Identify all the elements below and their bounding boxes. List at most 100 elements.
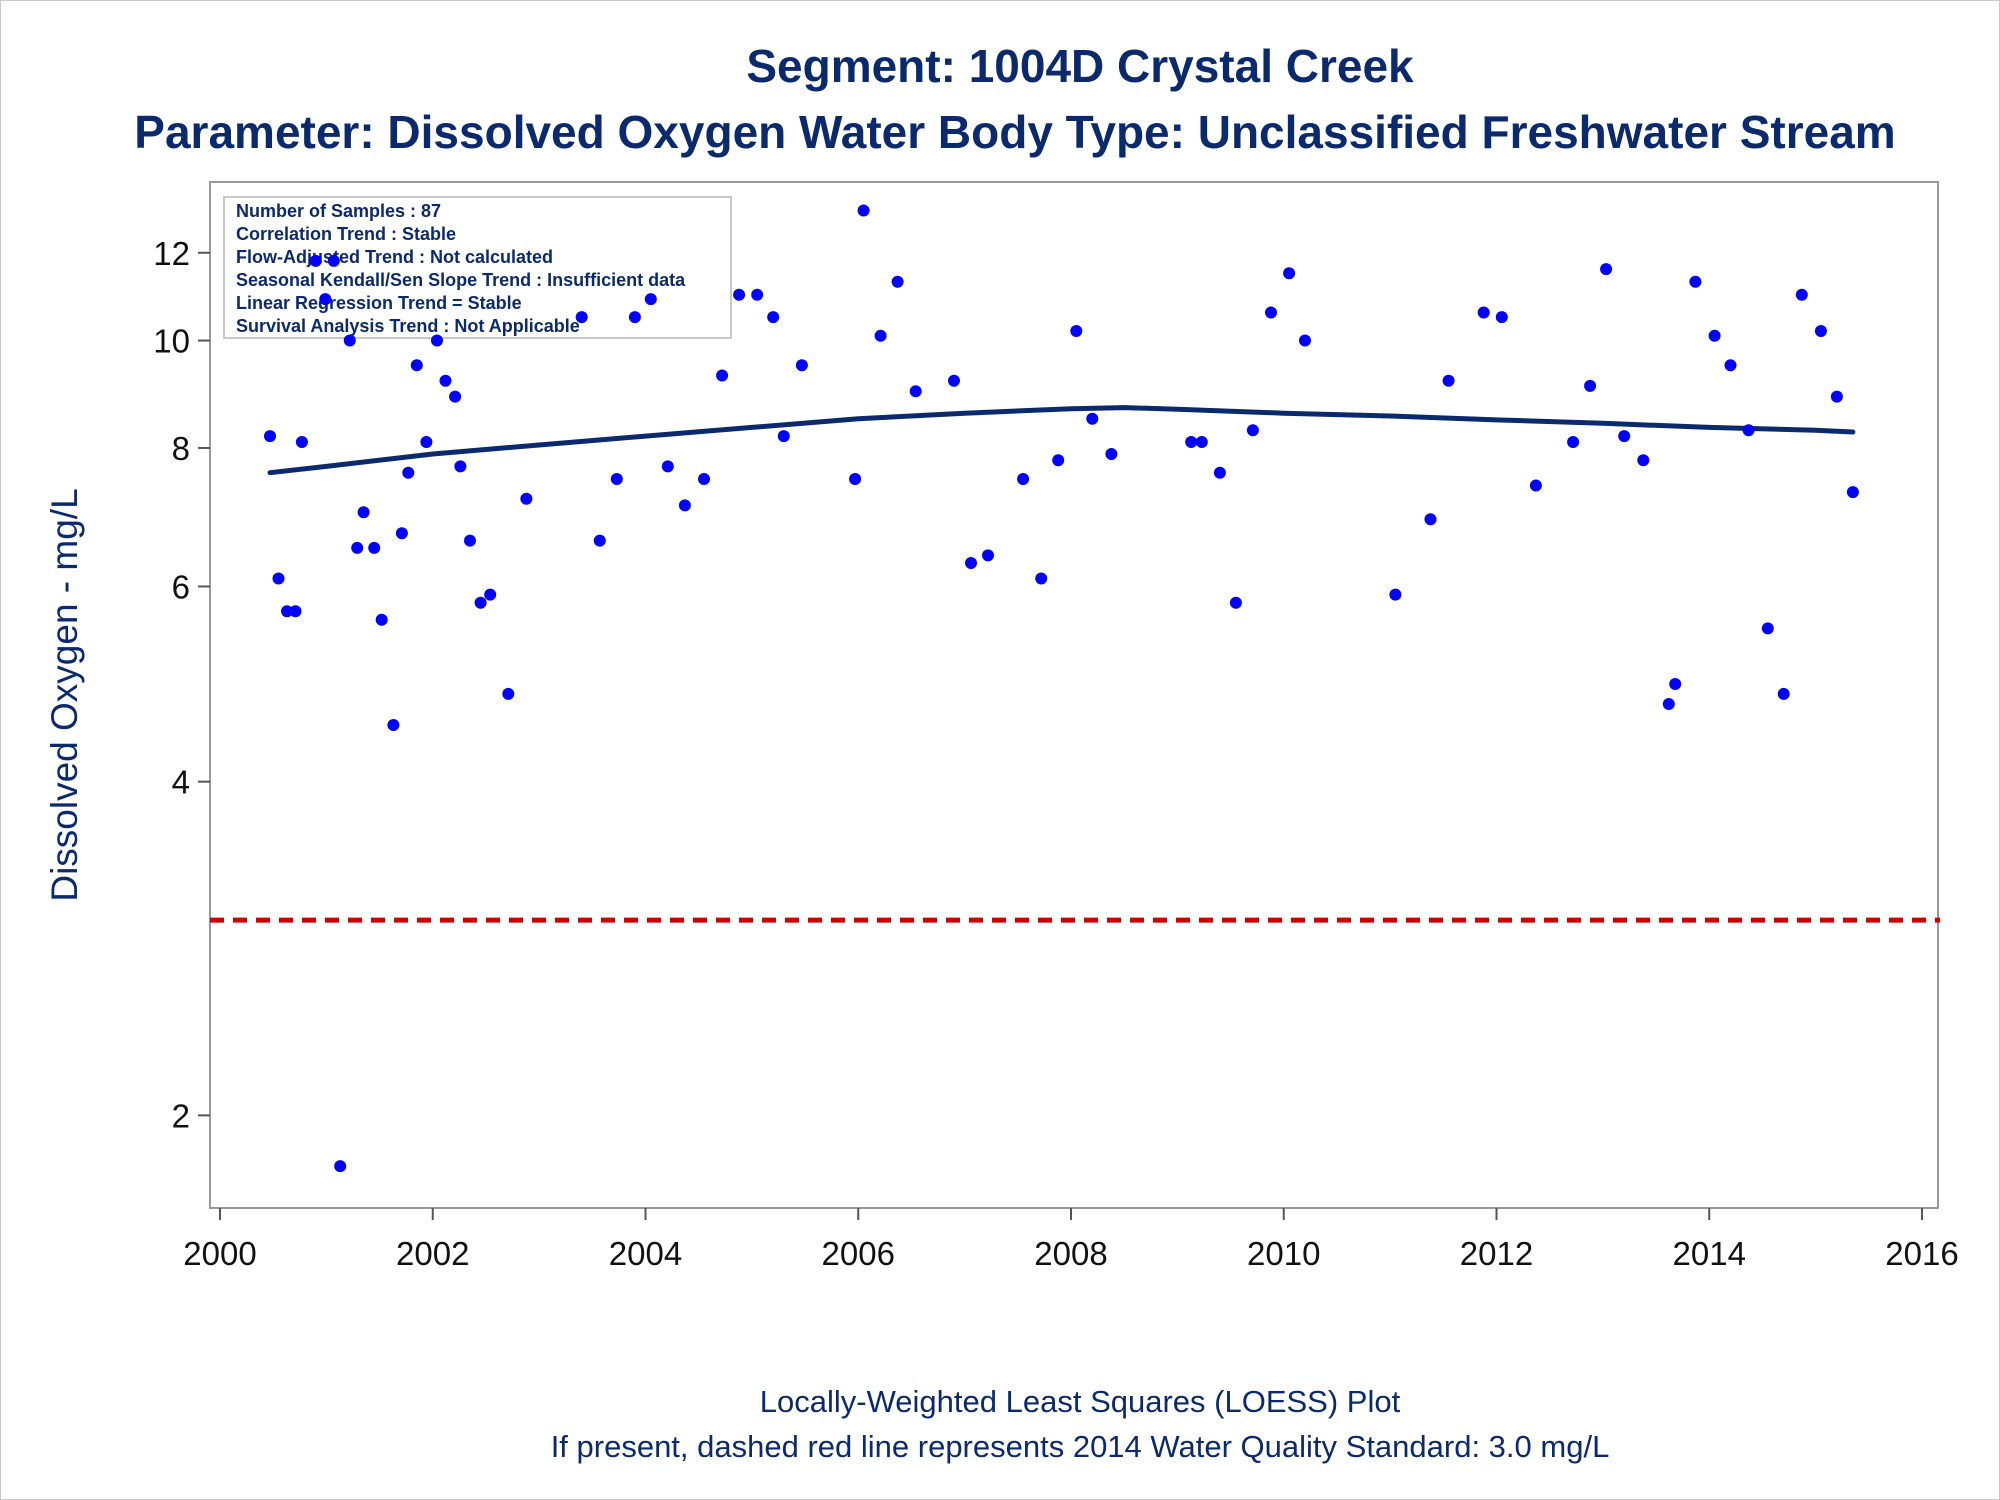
data-point	[1424, 513, 1437, 526]
y-axis-label: Dissolved Oxygen - mg/L	[44, 488, 85, 901]
stat-correlation: Correlation Trend : Stable	[236, 224, 456, 244]
data-point	[368, 541, 381, 554]
data-point	[965, 557, 977, 569]
y-tick-label: 10	[153, 323, 190, 360]
data-point	[1017, 473, 1030, 485]
x-tick-label: 2004	[609, 1235, 682, 1272]
data-point	[1105, 448, 1118, 460]
trend-stats-box: Number of Samples : 87 Correlation Trend…	[223, 196, 732, 339]
stat-flow-adjusted: Flow-Adjusted Trend : Not calculated	[236, 247, 553, 267]
data-point	[1246, 424, 1259, 437]
data-point	[520, 492, 533, 505]
data-point	[1283, 267, 1296, 280]
data-point	[1777, 687, 1790, 700]
stats-box-border	[223, 196, 732, 339]
data-point	[1185, 436, 1198, 448]
data-point	[1689, 275, 1702, 288]
stat-linear-regression: Linear Regression Trend = Stable	[236, 293, 522, 313]
data-point	[1708, 329, 1721, 342]
data-point	[1567, 436, 1580, 448]
data-point	[1035, 572, 1048, 585]
data-point	[698, 473, 710, 485]
data-point	[857, 204, 870, 217]
stat-seasonal-kendall: Seasonal Kendall/Sen Slope Trend : Insuf…	[236, 270, 686, 290]
data-point	[1637, 454, 1650, 467]
data-point	[464, 534, 476, 547]
data-point	[575, 311, 588, 324]
data-point	[593, 534, 606, 547]
data-point	[948, 374, 960, 387]
data-point	[319, 293, 332, 306]
data-point	[1389, 588, 1402, 601]
data-point	[484, 588, 497, 601]
data-point	[909, 385, 922, 398]
data-point	[1299, 334, 1311, 347]
x-tick-label: 2016	[1885, 1235, 1958, 1272]
data-point	[1442, 374, 1455, 387]
data-point	[1814, 325, 1827, 337]
y-tick-label: 8	[172, 430, 190, 467]
data-point	[1477, 306, 1490, 319]
data-point	[678, 499, 691, 512]
data-point	[387, 719, 400, 731]
data-point	[661, 460, 674, 473]
data-point	[982, 549, 994, 562]
data-point	[795, 359, 808, 372]
y-tick-label: 12	[153, 235, 190, 272]
data-point	[272, 572, 285, 585]
data-point	[1830, 390, 1843, 403]
data-point	[1195, 436, 1208, 448]
data-point	[751, 288, 764, 301]
data-point	[610, 473, 623, 485]
data-point	[474, 596, 487, 609]
data-point	[309, 254, 322, 267]
data-point	[502, 687, 515, 700]
data-point	[351, 541, 364, 554]
footnote-line1: Locally-Weighted Least Squares (LOESS) P…	[760, 1384, 1401, 1419]
data-point	[1761, 622, 1774, 635]
stat-samples: Number of Samples : 87	[236, 201, 441, 221]
data-point	[343, 334, 356, 347]
data-point	[454, 460, 467, 473]
data-point	[849, 473, 862, 485]
data-point	[334, 1160, 347, 1173]
data-point	[891, 275, 904, 288]
loess-curve	[267, 405, 1856, 476]
data-point	[644, 293, 657, 306]
data-point	[375, 613, 388, 626]
data-point	[289, 605, 302, 618]
data-point	[439, 374, 452, 387]
data-point	[431, 334, 443, 347]
data-point	[733, 288, 746, 301]
data-point	[449, 390, 462, 403]
footnote-line2: If present, dashed red line represents 2…	[551, 1429, 1610, 1464]
data-point	[281, 605, 293, 618]
x-tick-label: 2014	[1673, 1235, 1746, 1272]
x-axis: 2000 2002 2004 2006 2008 2010 2012 2014 2016	[183, 1208, 1959, 1272]
y-tick-label: 6	[172, 568, 190, 605]
chart-title: Segment: 1004D Crystal Creek	[746, 40, 1414, 92]
data-point	[1618, 430, 1631, 443]
data-point	[264, 430, 276, 443]
data-point	[402, 466, 415, 479]
data-point	[1742, 424, 1755, 437]
data-point	[874, 329, 887, 342]
data-point	[420, 436, 433, 448]
data-points	[264, 204, 1859, 1173]
data-point	[295, 436, 308, 448]
data-point	[1495, 311, 1508, 324]
data-point	[1213, 466, 1226, 479]
data-point	[1584, 379, 1597, 392]
y-tick-label: 2	[172, 1097, 190, 1134]
x-tick-label: 2006	[822, 1235, 895, 1272]
x-tick-label: 2012	[1460, 1235, 1533, 1272]
data-point	[1795, 288, 1808, 301]
data-point	[716, 369, 729, 382]
stat-survival-analysis: Survival Analysis Trend : Not Applicable	[236, 316, 580, 336]
data-point	[410, 359, 423, 372]
data-point	[767, 311, 780, 324]
y-axis: 2 4 6 8 10 12	[153, 235, 210, 1134]
data-point	[1052, 454, 1065, 467]
data-point	[357, 506, 370, 519]
data-point	[628, 311, 641, 324]
